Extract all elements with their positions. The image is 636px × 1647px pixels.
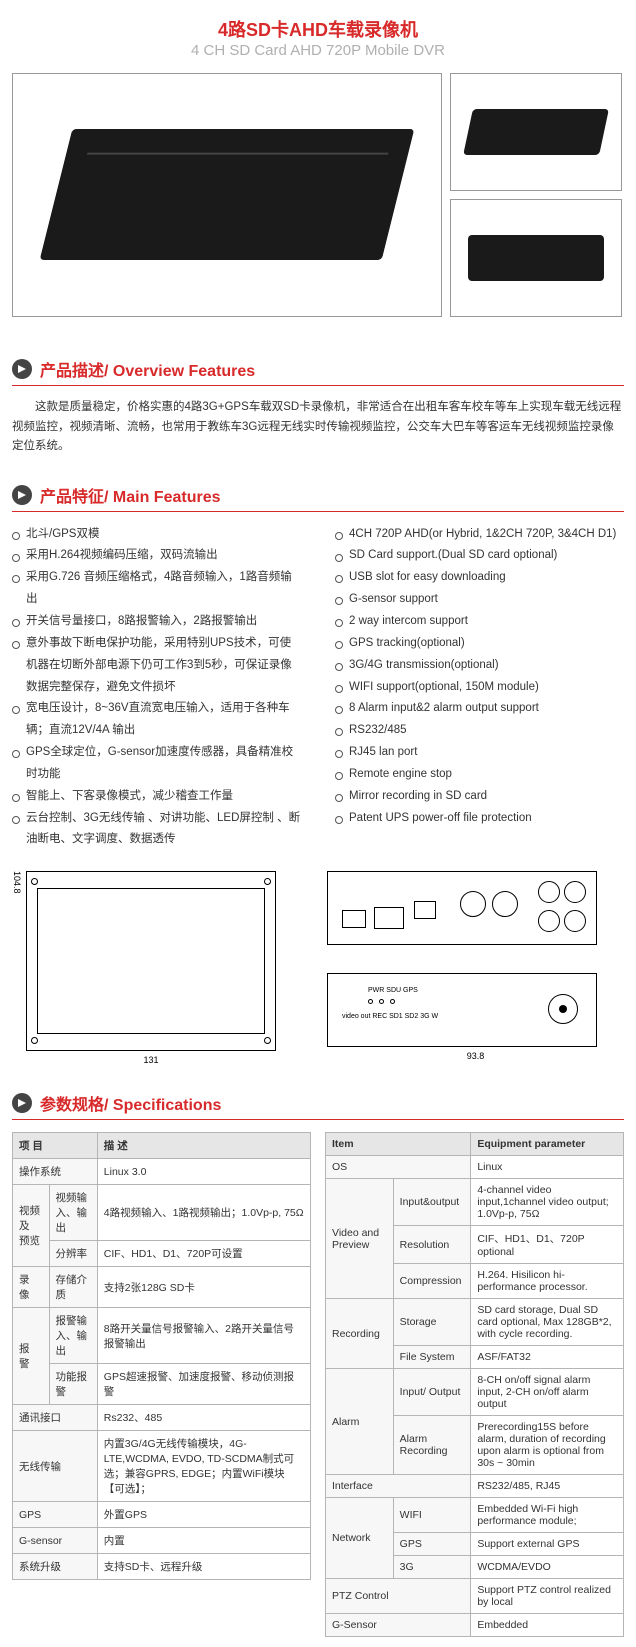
- dim-width-bottom: 93.8: [327, 1051, 624, 1061]
- specs-heading: 参数规格/ Specifications: [12, 1091, 624, 1120]
- thumb-back: [450, 199, 622, 317]
- main-product-image: [12, 73, 442, 317]
- features-heading: 产品特征/ Main Features: [12, 483, 624, 512]
- feature-item: G-sensor support: [335, 589, 624, 611]
- feature-item: RS232/485: [335, 720, 624, 742]
- feature-item: 4CH 720P AHD(or Hybrid, 1&2CH 720P, 3&4C…: [335, 524, 624, 546]
- feature-item: 北斗/GPS双模: [12, 524, 301, 546]
- feature-item: WIFI support(optional, 150M module): [335, 677, 624, 699]
- overview-en: Overview Features: [108, 363, 255, 380]
- chevron-icon: [12, 1093, 32, 1113]
- feature-item: 智能上、下客录像模式，减少稽查工作量: [12, 786, 301, 808]
- feature-item: Remote engine stop: [335, 764, 624, 786]
- feature-item: GPS全球定位，G-sensor加速度传感器，具备精准校时功能: [12, 742, 301, 786]
- feature-item: 采用G.726 音频压缩格式，4路音频输入，1路音频输出: [12, 567, 301, 611]
- feature-item: 3G/4G transmission(optional): [335, 655, 624, 677]
- title-en: 4 CH SD Card AHD 720P Mobile DVR: [12, 42, 624, 59]
- feature-item: 意外事故下断电保护功能，采用特别UPS技术，可使机器在切断外部电源下仍可工作3到…: [12, 633, 301, 699]
- spec-table-en: ItemEquipment parameterOSLinuxVideo and …: [325, 1132, 624, 1637]
- feature-item: 云台控制、3G无线传输 、对讲功能、LED屏控制 、断油断电、文字调度、数据透传: [12, 808, 301, 852]
- feature-item: 开关信号量接口，8路报警输入，2路报警输出: [12, 611, 301, 633]
- feature-item: Mirror recording in SD card: [335, 786, 624, 808]
- chevron-icon: [12, 359, 32, 379]
- thumb-front: [450, 73, 622, 191]
- feature-item: 2 way intercom support: [335, 611, 624, 633]
- spec-table-cn: 项 目描 述操作系统Linux 3.0视频 及 预览视频输入、输出4路视频输入、…: [12, 1132, 311, 1580]
- features-cn: 产品特征/: [40, 489, 108, 506]
- overview-heading: 产品描述/ Overview Features: [12, 357, 624, 386]
- specs-en: Specifications: [108, 1097, 221, 1114]
- chevron-icon: [12, 485, 32, 505]
- specs-cn: 参数规格/: [40, 1097, 108, 1114]
- feature-item: Patent UPS power-off file protection: [335, 808, 624, 830]
- feature-item: USB slot for easy downloading: [335, 567, 624, 589]
- features-list-cn: 北斗/GPS双模采用H.264视频编码压缩，双码流输出采用G.726 音频压缩格…: [12, 524, 301, 852]
- overview-text: 这款是质量稳定，价格实惠的4路3G+GPS车载双SD卡录像机，非常适合在出租车客…: [12, 398, 624, 457]
- dimension-diagrams: 104.8 131: [12, 871, 624, 1065]
- feature-item: GPS tracking(optional): [335, 633, 624, 655]
- feature-item: 采用H.264视频编码压缩，双码流输出: [12, 545, 301, 567]
- feature-item: 8 Alarm input&2 alarm output support: [335, 698, 624, 720]
- dim-height: 104.8: [12, 871, 22, 1051]
- feature-item: RJ45 lan port: [335, 742, 624, 764]
- title-cn: 4路SD卡AHD车载录像机: [12, 16, 624, 42]
- feature-item: SD Card support.(Dual SD card optional): [335, 545, 624, 567]
- hero-images: [12, 73, 624, 317]
- features-list-en: 4CH 720P AHD(or Hybrid, 1&2CH 720P, 3&4C…: [335, 524, 624, 830]
- features-en: Main Features: [108, 489, 220, 506]
- dim-width-top: 131: [26, 1055, 276, 1065]
- feature-item: 宽电压设计，8~36V直流宽电压输入，适用于各种车辆；直流12V/4A 输出: [12, 698, 301, 742]
- overview-cn: 产品描述/: [40, 363, 108, 380]
